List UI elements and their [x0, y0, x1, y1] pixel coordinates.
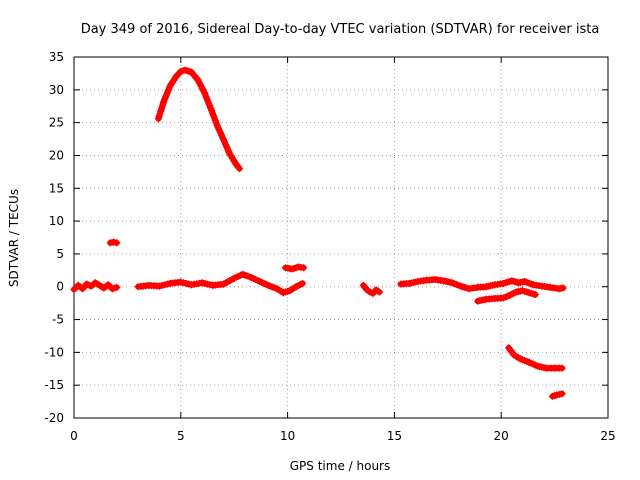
data-point-marker — [299, 279, 307, 287]
y-tick-label: 30 — [49, 83, 64, 97]
data-point-marker — [175, 69, 183, 77]
data-series-arc-g — [397, 276, 567, 293]
plot-frame — [73, 56, 609, 419]
y-tick-label: 5 — [56, 247, 64, 261]
x-tick-label: 20 — [494, 429, 509, 443]
x-axis-label: GPS time / hours — [290, 459, 391, 473]
data-series-arc-j — [548, 390, 566, 400]
data-point-marker — [113, 239, 121, 247]
y-tick-label: 15 — [49, 181, 64, 195]
x-tick-label: 10 — [280, 429, 295, 443]
data-series-arc-h — [474, 287, 539, 305]
data-point-marker — [369, 289, 377, 297]
data-point-marker — [559, 284, 567, 292]
x-tick-label: 25 — [600, 429, 615, 443]
y-tick-label: 10 — [49, 214, 64, 228]
data-point-marker — [558, 390, 566, 398]
ticks-layer: 0 5 10 15 20 25 -20 -15 -10 -5 0 5 10 15 20 25 30 35 — [44, 50, 615, 443]
y-tick-label: 25 — [49, 116, 64, 130]
data-series-arc-d — [134, 270, 307, 297]
data-series-arc-c — [154, 66, 244, 173]
y-tick-label: 35 — [49, 50, 64, 64]
y-tick-label: -20 — [44, 411, 64, 425]
data-layer — [70, 66, 567, 400]
data-point-marker — [110, 238, 118, 246]
data-point-marker — [300, 264, 308, 272]
data-point-marker — [106, 239, 114, 247]
data-point-marker — [375, 288, 383, 296]
data-point-marker — [374, 287, 382, 295]
y-axis-label: SDTVAR / TECUs — [7, 189, 21, 287]
x-tick-label: 5 — [177, 429, 185, 443]
data-series-arc-b — [106, 238, 121, 247]
y-tick-label: -10 — [44, 345, 64, 359]
x-tick-label: 0 — [70, 429, 78, 443]
y-tick-label: -5 — [52, 313, 64, 327]
data-series-arc-i — [505, 344, 566, 372]
chart-title: Day 349 of 2016, Sidereal Day-to-day VTE… — [81, 22, 600, 37]
y-tick-label: 20 — [49, 148, 64, 162]
data-point-marker — [364, 287, 372, 295]
data-point-marker — [531, 291, 539, 299]
y-tick-label: -15 — [44, 378, 64, 392]
y-tick-label: 0 — [56, 280, 64, 294]
data-series-arc-e — [281, 263, 308, 273]
data-series-arc-a — [70, 279, 121, 293]
x-tick-label: 15 — [387, 429, 402, 443]
data-series-arc-f — [359, 281, 383, 297]
data-point-marker — [113, 283, 121, 291]
data-point-marker — [558, 364, 566, 372]
data-point-marker — [236, 165, 244, 173]
